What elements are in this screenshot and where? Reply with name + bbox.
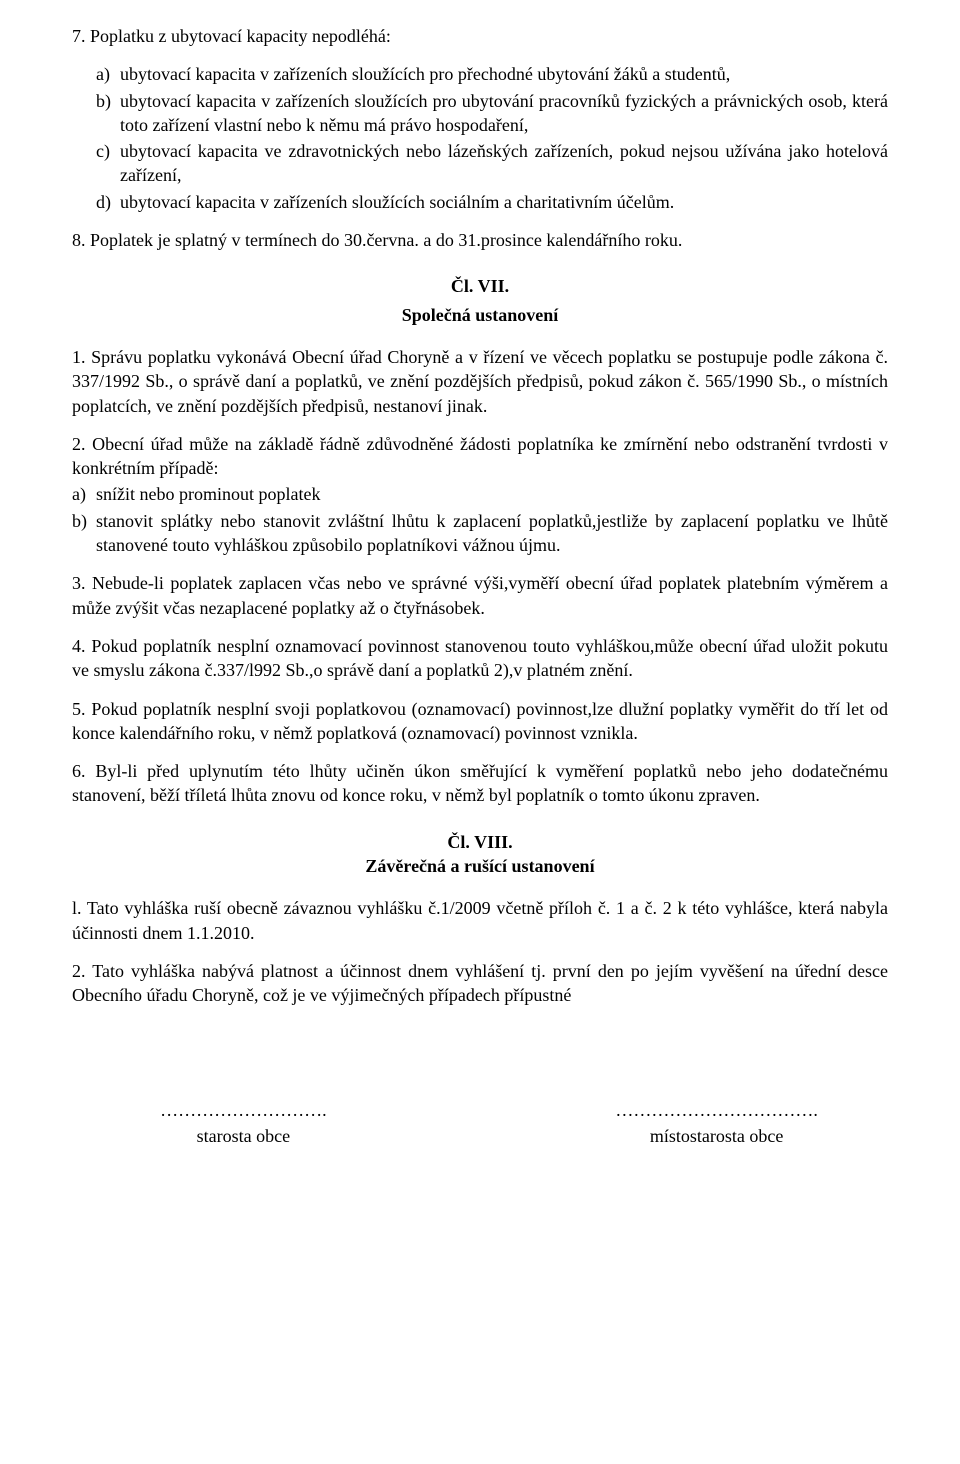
list-marker: a)	[96, 62, 120, 86]
signature-left-dots: ……………………….	[72, 1098, 415, 1122]
list-marker: a)	[72, 482, 96, 506]
list-item: a) ubytovací kapacita v zařízeních slouž…	[96, 62, 888, 86]
article-7-subtitle: Společná ustanovení	[72, 303, 888, 327]
article-7-p4: 4. Pokud poplatník nesplní oznamovací po…	[72, 634, 888, 683]
list-item: a) snížit nebo prominout poplatek	[72, 482, 888, 506]
article-7-p6: 6. Byl-li před uplynutím této lhůty učin…	[72, 759, 888, 808]
list-content: snížit nebo prominout poplatek	[96, 482, 888, 506]
article-8-p1: l. Tato vyhláška ruší obecně závaznou vy…	[72, 896, 888, 945]
article-7-p3: 3. Nebude-li poplatek zaplacen včas nebo…	[72, 571, 888, 620]
section-7-list: a) ubytovací kapacita v zařízeních slouž…	[72, 62, 888, 214]
list-content: ubytovací kapacita ve zdravotnických neb…	[120, 139, 888, 188]
article-7-p2-list: a) snížit nebo prominout poplatek b) sta…	[72, 482, 888, 557]
section-7-lead: 7. Poplatku z ubytovací kapacity nepodlé…	[72, 24, 888, 48]
list-marker: b)	[96, 89, 120, 138]
signature-right: ……………………………. místostarosta obce	[545, 1098, 888, 1149]
article-7-p1: 1. Správu poplatku vykonává Obecní úřad …	[72, 345, 888, 418]
list-item: d) ubytovací kapacita v zařízeních slouž…	[96, 190, 888, 214]
list-item: c) ubytovací kapacita ve zdravotnických …	[96, 139, 888, 188]
list-marker: c)	[96, 139, 120, 188]
list-content: ubytovací kapacita v zařízeních sloužící…	[120, 89, 888, 138]
article-7-p2-lead: 2. Obecní úřad může na základě řádně zdů…	[72, 432, 888, 481]
signature-right-dots: …………………………….	[545, 1098, 888, 1122]
article-8-subtitle: Závěrečná a rušící ustanovení	[72, 854, 888, 878]
signature-left-label: starosta obce	[72, 1124, 415, 1148]
list-marker: d)	[96, 190, 120, 214]
article-7-title: Čl. VII.	[72, 274, 888, 298]
article-7-p5: 5. Pokud poplatník nesplní svoji poplatk…	[72, 697, 888, 746]
section-8: 8. Poplatek je splatný v termínech do 30…	[72, 228, 888, 252]
article-8-p2: 2. Tato vyhláška nabývá platnost a účinn…	[72, 959, 888, 1008]
signatures-row: ………………………. starosta obce ……………………………. mí…	[72, 1098, 888, 1149]
list-content: ubytovací kapacita v zařízeních sloužící…	[120, 62, 888, 86]
list-content: stanovit splátky nebo stanovit zvláštní …	[96, 509, 888, 558]
list-content: ubytovací kapacita v zařízeních sloužící…	[120, 190, 888, 214]
article-8-title: Čl. VIII.	[72, 830, 888, 854]
list-item: b) ubytovací kapacita v zařízeních slouž…	[96, 89, 888, 138]
list-item: b) stanovit splátky nebo stanovit zvlášt…	[72, 509, 888, 558]
signature-right-label: místostarosta obce	[545, 1124, 888, 1148]
list-marker: b)	[72, 509, 96, 558]
signature-left: ………………………. starosta obce	[72, 1098, 415, 1149]
